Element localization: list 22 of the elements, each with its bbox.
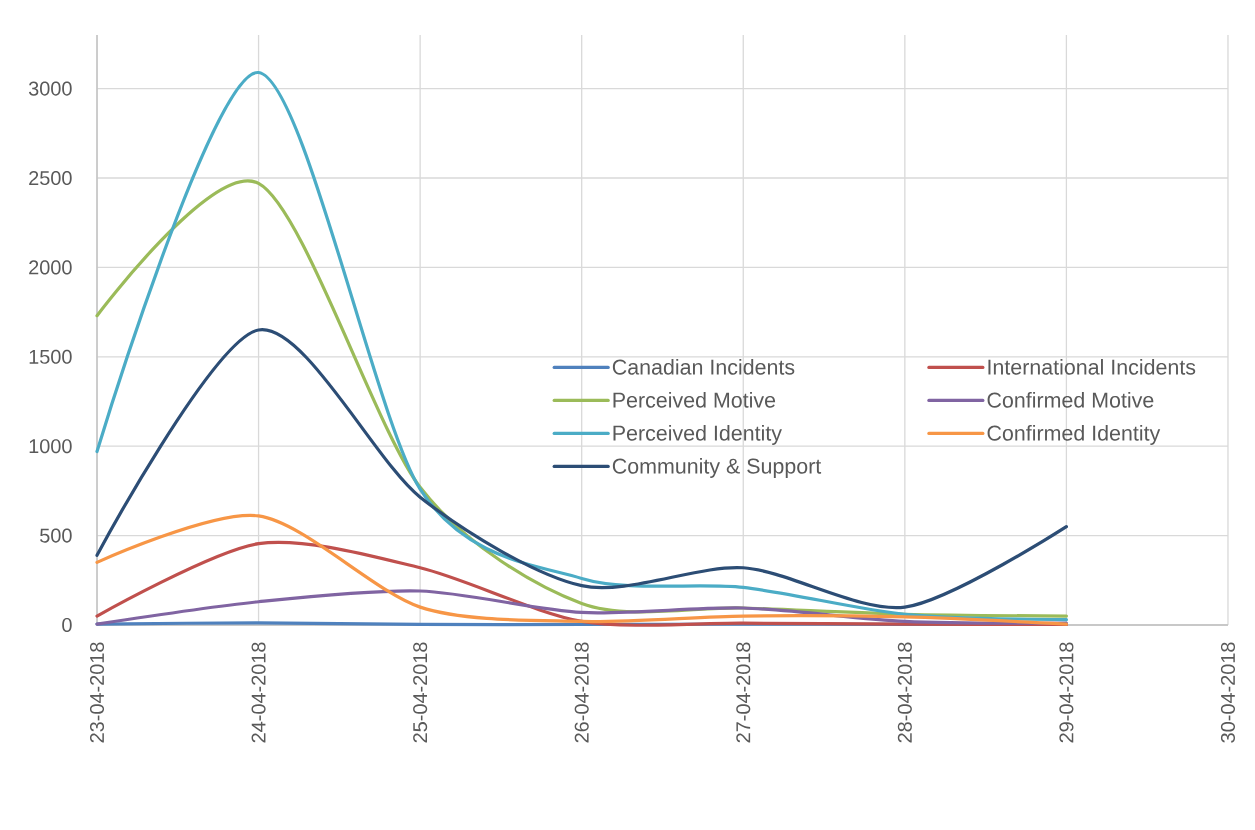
legend-label: Perceived Identity [613, 424, 782, 445]
x-tick-label: 23-04-2018 [89, 642, 105, 743]
legend-label: Confirmed Identity [987, 424, 1161, 445]
legend-label: Perceived Motive [613, 391, 776, 408]
x-tick-label: 27-04-2018 [736, 642, 751, 743]
x-tick-label: 28-04-2018 [897, 642, 912, 743]
y-tick-label: 1500 [29, 349, 72, 364]
y-tick-label: 3000 [28, 81, 72, 96]
legend-label: Canadian Incidents [612, 358, 795, 375]
legend-label: Community & Support [612, 457, 822, 478]
legend-label: Confirmed Motive [987, 391, 1154, 408]
y-tick-label: 0 [62, 617, 72, 633]
x-tick-label: 29-04-2018 [1059, 642, 1074, 743]
legend-label: International Incidents [988, 358, 1196, 375]
y-tick-label: 2500 [29, 170, 72, 186]
x-tick-label: 30-04-2018 [1220, 642, 1236, 743]
x-tick-label: 25-04-2018 [413, 642, 428, 743]
y-tick-label: 1000 [29, 439, 72, 454]
y-tick-label: 2000 [29, 260, 72, 275]
y-tick-label: 500 [40, 528, 72, 543]
x-tick-label: 24-04-2018 [251, 642, 266, 743]
x-tick-label: 26-04-2018 [574, 642, 589, 743]
